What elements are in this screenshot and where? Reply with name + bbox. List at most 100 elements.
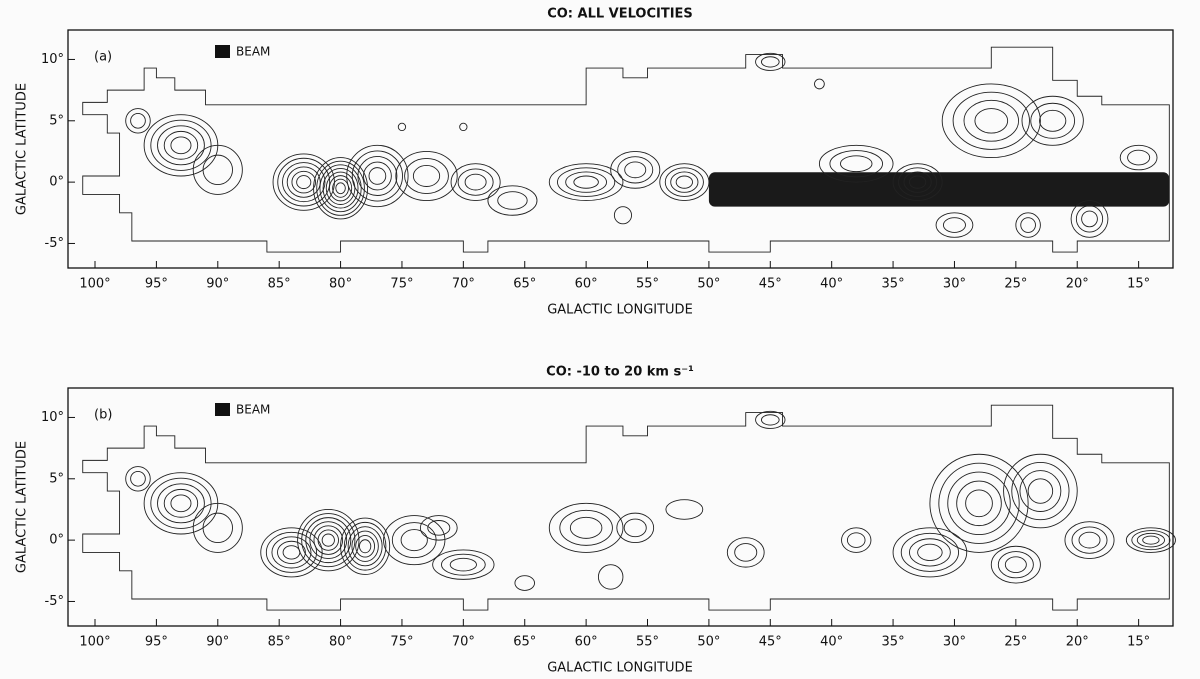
- contour: [839, 155, 873, 173]
- plot-frame: [67, 29, 1174, 269]
- contour: [1081, 210, 1098, 228]
- contour: [548, 502, 624, 553]
- contour: [291, 170, 316, 194]
- contour: [938, 462, 1020, 544]
- contour: [974, 108, 1009, 134]
- contour: [355, 534, 376, 558]
- contour: [892, 163, 943, 201]
- x-tick-label: 60°: [575, 277, 598, 292]
- x-tick-label: 100°: [79, 277, 110, 292]
- x-tick-label: 80°: [329, 277, 352, 292]
- contour: [383, 515, 446, 566]
- contour: [841, 527, 872, 553]
- contour: [814, 78, 825, 90]
- contour: [192, 144, 243, 195]
- panel-label: (b): [94, 408, 112, 423]
- contour: [952, 91, 1030, 150]
- contour: [271, 536, 312, 569]
- chart-title: CO: -10 to 20 km s⁻¹: [546, 365, 694, 380]
- contour: [449, 557, 477, 572]
- contour: [316, 160, 365, 216]
- contour: [427, 520, 451, 536]
- contour: [565, 171, 608, 193]
- x-tick-label: 75°: [390, 277, 413, 292]
- contour: [1021, 95, 1084, 146]
- contour: [1071, 526, 1108, 554]
- x-tick-label: 55°: [636, 635, 659, 650]
- contour: [321, 533, 335, 547]
- x-tick-label: 60°: [575, 635, 598, 650]
- contour: [965, 489, 993, 518]
- contour: [569, 516, 603, 539]
- contour: [1125, 527, 1176, 553]
- contour: [1070, 200, 1109, 238]
- contour: [163, 488, 199, 518]
- contour: [192, 502, 243, 553]
- contour: [917, 543, 943, 562]
- x-tick-label: 75°: [390, 635, 413, 650]
- contour: [150, 119, 212, 171]
- contour: [514, 575, 536, 591]
- beam-label: BEAM: [236, 403, 270, 417]
- contour: [351, 150, 403, 202]
- y-axis-label: GALACTIC LATITUDE: [15, 83, 30, 215]
- contour: [659, 163, 710, 201]
- contour: [464, 173, 487, 191]
- x-axis-label: GALACTIC LONGITUDE: [547, 661, 693, 676]
- contour: [397, 122, 407, 132]
- contour: [675, 175, 693, 189]
- contour: [755, 410, 786, 429]
- contour: [335, 182, 346, 195]
- contour: [143, 114, 219, 177]
- x-tick-label: 35°: [882, 277, 905, 292]
- contour: [1003, 453, 1078, 529]
- contour: [297, 509, 360, 572]
- contour: [357, 156, 398, 196]
- x-tick-label: 15°: [1127, 635, 1150, 650]
- contour: [559, 509, 613, 546]
- contour: [322, 167, 359, 209]
- x-tick-label: 30°: [943, 277, 966, 292]
- contour: [440, 553, 486, 576]
- contour: [313, 525, 344, 555]
- contour: [404, 158, 449, 194]
- contour: [362, 161, 392, 191]
- contour: [898, 167, 938, 197]
- contour: [150, 477, 212, 529]
- contour: [277, 157, 331, 207]
- contour: [1119, 144, 1158, 171]
- contour: [623, 518, 647, 538]
- contour: [368, 167, 387, 185]
- y-tick-label: 10°: [41, 52, 64, 67]
- panel-label: (a): [94, 50, 112, 65]
- contour: [610, 151, 661, 189]
- contour: [829, 150, 883, 178]
- contour: [908, 538, 951, 567]
- contour: [624, 161, 647, 179]
- contour: [202, 512, 233, 544]
- contour: [346, 144, 409, 208]
- contour: [941, 83, 1041, 159]
- x-tick-label: 90°: [206, 635, 229, 650]
- contour: [143, 472, 219, 535]
- contour: [340, 517, 391, 575]
- x-tick-label: 35°: [882, 635, 905, 650]
- contour: [265, 531, 318, 573]
- contour: [432, 549, 495, 580]
- contour: [1011, 461, 1070, 521]
- contour: [755, 52, 786, 71]
- contour: [202, 154, 233, 186]
- contour: [1015, 212, 1041, 238]
- contour: [664, 167, 704, 197]
- contour: [1004, 556, 1027, 573]
- contour: [846, 532, 866, 548]
- contour: [457, 168, 494, 196]
- contour: [616, 512, 655, 544]
- contour: [130, 112, 146, 129]
- contour: [170, 136, 192, 155]
- contour: [282, 162, 326, 203]
- x-tick-label: 25°: [1004, 277, 1027, 292]
- contour: [1030, 102, 1076, 139]
- contour: [125, 108, 151, 134]
